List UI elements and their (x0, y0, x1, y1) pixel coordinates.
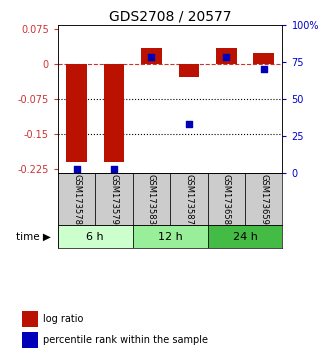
Bar (133, 173, 170, 225)
Point (224, 55, 229, 60)
Bar (208, 225, 282, 248)
Point (111, 166, 117, 172)
Bar (170, 173, 208, 225)
Bar (58, 225, 133, 248)
Text: GSM173659: GSM173659 (259, 174, 268, 225)
Point (186, 121, 191, 127)
Bar (104, 64, 124, 162)
Text: 12 h: 12 h (158, 232, 183, 242)
Bar (22, 332, 38, 348)
Point (149, 55, 154, 60)
Text: GSM173578: GSM173578 (72, 174, 81, 225)
Bar (58, 173, 95, 225)
Text: GSM173587: GSM173587 (184, 174, 193, 225)
Bar (133, 225, 208, 248)
Title: GDS2708 / 20577: GDS2708 / 20577 (109, 10, 231, 24)
Text: 6 h: 6 h (86, 232, 104, 242)
Bar (245, 173, 282, 225)
Bar (208, 173, 245, 225)
Point (74, 166, 79, 172)
Bar (254, 53, 274, 64)
Text: percentile rank within the sample: percentile rank within the sample (43, 335, 208, 345)
Text: GSM173658: GSM173658 (222, 174, 231, 225)
Bar (22, 311, 38, 327)
Text: log ratio: log ratio (43, 314, 83, 324)
Point (261, 67, 266, 72)
Bar (95, 173, 133, 225)
Text: GSM173583: GSM173583 (147, 174, 156, 225)
Text: GSM173579: GSM173579 (109, 174, 118, 225)
Bar (216, 48, 237, 64)
Text: time ▶: time ▶ (16, 232, 51, 242)
Bar (141, 48, 162, 64)
Bar (178, 64, 199, 77)
Text: 24 h: 24 h (233, 232, 257, 242)
Bar (66, 64, 87, 162)
